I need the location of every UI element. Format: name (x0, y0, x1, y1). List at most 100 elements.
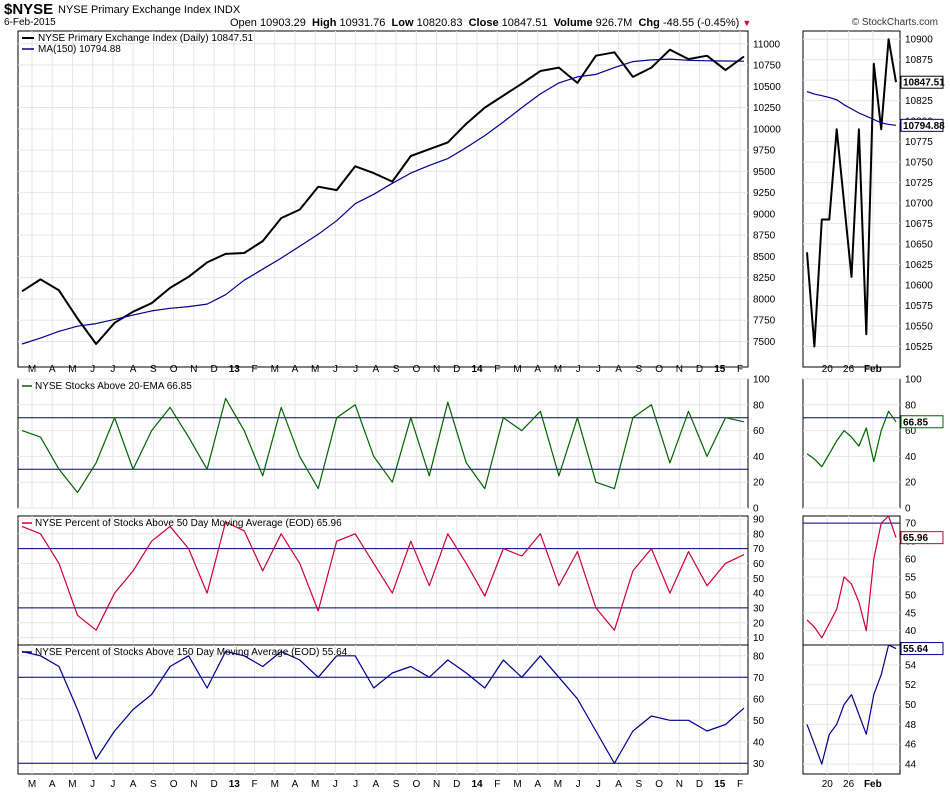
x-tick-label: A (615, 779, 622, 790)
x-tick-label: J (110, 779, 115, 790)
last-value-badge (900, 642, 944, 656)
y-tick-label: 10625 (905, 260, 933, 271)
x-tick-label: J (333, 364, 338, 375)
zoom-x-tick-label: Feb (864, 779, 882, 790)
zoom-x-tick-label: 26 (843, 364, 855, 375)
x-tick-label: J (596, 779, 601, 790)
y-tick-label: 50 (905, 590, 917, 601)
y-tick-label: 10000 (753, 124, 781, 135)
x-tick-label: M (28, 779, 36, 790)
y-tick-label: 100 (753, 375, 770, 386)
ma50-legend: NYSE Percent of Stocks Above 50 Day Movi… (35, 518, 342, 529)
y-tick-label: 60 (905, 555, 917, 566)
y-tick-label: 8250 (753, 273, 776, 284)
y-tick-label: 40 (753, 737, 765, 748)
y-tick-label: 8000 (753, 294, 776, 305)
x-tick-label: A (292, 779, 299, 790)
x-tick-label: N (190, 779, 197, 790)
y-tick-label: 52 (905, 680, 917, 691)
x-tick-label: O (170, 779, 178, 790)
x-tick-label: D (210, 364, 217, 375)
x-tick-label: S (636, 779, 643, 790)
y-tick-label: 10725 (905, 178, 933, 189)
close-value: 10847.51 (501, 17, 548, 29)
y-tick-label: 30 (753, 759, 765, 770)
y-tick-label: 80 (753, 651, 765, 662)
volume-value: 926.7M (595, 17, 633, 29)
x-tick-label: N (433, 779, 440, 790)
x-tick-label: 13 (229, 779, 241, 790)
y-tick-label: 10600 (905, 281, 933, 292)
y-tick-label: 20 (753, 618, 765, 629)
x-tick-label: N (676, 364, 683, 375)
y-tick-label: 0 (905, 504, 911, 515)
x-tick-label: F (251, 779, 257, 790)
zoom-x-tick-label: 26 (843, 779, 855, 790)
y-tick-label: 30 (753, 603, 765, 614)
chg-label: Chg (638, 17, 660, 29)
panel-frame (17, 30, 749, 368)
x-tick-label: F (494, 779, 500, 790)
x-tick-label: J (353, 779, 358, 790)
x-tick-label: O (412, 779, 420, 790)
zoom-x-tick-label: Feb (864, 364, 882, 375)
zoom-x-tick-label: 20 (822, 364, 834, 375)
x-tick-label: F (737, 779, 743, 790)
y-tick-label: 10250 (753, 103, 781, 114)
x-tick-label: D (453, 364, 460, 375)
y-tick-label: 40 (905, 452, 917, 463)
y-tick-label: 10550 (905, 322, 933, 333)
x-tick-label: J (576, 779, 581, 790)
x-tick-label: F (737, 364, 743, 375)
y-tick-label: 60 (753, 426, 765, 437)
ma150-legend: NYSE Percent of Stocks Above 150 Day Mov… (35, 647, 348, 658)
y-tick-label: 48 (905, 720, 917, 731)
last-value-label: 65.96 (903, 533, 928, 544)
close-label: Close (468, 17, 499, 29)
symbol: $NYSE (4, 1, 54, 18)
ema20-legend: NYSE Stocks Above 20-EMA 66.85 (35, 381, 192, 392)
x-tick-label: A (373, 779, 380, 790)
y-tick-label: 11000 (753, 39, 781, 50)
y-tick-label: 60 (905, 426, 917, 437)
x-tick-label: S (393, 779, 400, 790)
y-tick-label: 20 (905, 478, 917, 489)
quote-bar: Open 10903.29 High 10931.76 Low 10820.83… (230, 17, 751, 29)
y-tick-label: 40 (753, 452, 765, 463)
x-tick-label: J (90, 364, 95, 375)
y-tick-label: 60 (753, 694, 765, 705)
y-tick-label: 40 (905, 626, 917, 637)
last-value-badge (900, 75, 944, 89)
x-tick-label: M (271, 364, 279, 375)
series-line (806, 410, 897, 468)
x-tick-label: M (68, 364, 76, 375)
y-tick-label: 90 (753, 514, 765, 525)
x-tick-label: A (49, 779, 56, 790)
y-tick-label: 40 (753, 589, 765, 600)
y-tick-label: 9250 (753, 188, 776, 199)
y-tick-label: 54 (905, 660, 917, 671)
x-tick-label: M (311, 364, 319, 375)
x-tick-label: D (696, 364, 703, 375)
y-tick-label: 10900 (905, 35, 933, 46)
y-tick-label: 10675 (905, 219, 933, 230)
y-tick-label: 0 (753, 504, 759, 515)
x-tick-label: M (513, 779, 521, 790)
x-tick-label: J (333, 779, 338, 790)
x-tick-label: J (596, 364, 601, 375)
x-tick-label: S (150, 779, 157, 790)
zoom-x-tick-label: 20 (822, 779, 834, 790)
last-value-label: 10794.88 (903, 121, 945, 132)
y-tick-label: 50 (753, 574, 765, 585)
down-arrow-icon: ▼ (742, 18, 752, 28)
last-value-label: 55.64 (903, 644, 928, 655)
x-tick-label: A (292, 364, 299, 375)
x-tick-label: M (554, 779, 562, 790)
x-tick-label: N (190, 364, 197, 375)
chart-date: 6-Feb-2015 (4, 17, 56, 28)
x-tick-label: J (90, 779, 95, 790)
x-tick-label: S (393, 364, 400, 375)
y-tick-label: 10575 (905, 301, 933, 312)
y-tick-label: 80 (905, 400, 917, 411)
